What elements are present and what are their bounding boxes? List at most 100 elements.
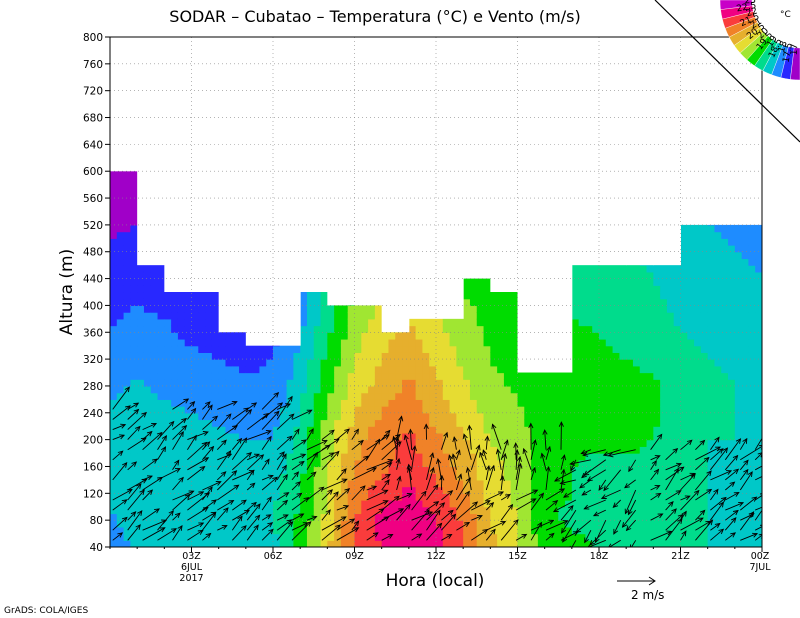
temperature-cell (374, 513, 383, 521)
temperature-cell (503, 412, 512, 421)
temperature-cell (653, 325, 661, 333)
temperature-cell (293, 372, 301, 380)
temperature-cell (599, 312, 607, 320)
temperature-cell (340, 332, 349, 340)
temperature-cell (524, 432, 532, 441)
temperature-cell (252, 479, 261, 488)
temperature-cell (544, 540, 553, 547)
temperature-cell (320, 493, 328, 501)
temperature-cell (388, 520, 396, 528)
temperature-cell (177, 486, 186, 494)
temperature-cell (592, 540, 600, 547)
temperature-cell (592, 419, 600, 427)
temperature-cell (157, 332, 165, 340)
temperature-cell (123, 325, 131, 333)
temperature-cell (558, 372, 566, 380)
temperature-cell (252, 352, 261, 360)
temperature-cell (320, 338, 328, 347)
temperature-cell (279, 365, 288, 374)
temperature-cell (259, 506, 267, 515)
temperature-cell (707, 278, 716, 286)
temperature-cell (592, 406, 600, 414)
temperature-cell (116, 513, 125, 521)
temperature-cell (300, 520, 308, 528)
temperature-cell (449, 325, 457, 333)
temperature-cell (110, 399, 118, 407)
temperature-cell (429, 399, 437, 407)
temperature-cell (449, 372, 457, 380)
temperature-cell (497, 439, 505, 447)
temperature-cell (599, 459, 607, 468)
temperature-cell (639, 473, 648, 481)
temperature-cell (612, 419, 620, 427)
temperature-cell (551, 486, 559, 494)
temperature-cell (150, 352, 159, 360)
temperature-cell (463, 473, 471, 481)
temperature-cell (476, 500, 485, 508)
temperature-cell (164, 399, 172, 407)
temperature-cell (347, 533, 356, 541)
temperature-cell (626, 392, 634, 400)
temperature-cell (694, 265, 702, 273)
temperature-cell (123, 439, 131, 447)
temperature-cell (612, 486, 620, 494)
temperature-cell (395, 345, 403, 353)
temperature-cell (476, 520, 485, 528)
temperature-cell (510, 379, 519, 387)
temperature-cell (497, 486, 505, 494)
temperature-cell (232, 359, 240, 367)
temperature-cell (143, 292, 152, 300)
temperature-cell (157, 506, 165, 515)
temperature-cell (565, 513, 573, 521)
temperature-cell (306, 466, 315, 474)
temperature-cell (171, 506, 179, 515)
temperature-cell (300, 332, 308, 340)
temperature-cell (130, 486, 138, 494)
temperature-cell (666, 432, 675, 441)
temperature-cell (408, 432, 417, 441)
temperature-cell (286, 352, 294, 360)
temperature-cell (415, 406, 424, 414)
temperature-cell (150, 486, 159, 494)
temperature-cell (395, 338, 403, 347)
temperature-cell (524, 533, 532, 541)
temperature-cell (225, 446, 233, 454)
temperature-cell (137, 265, 145, 273)
temperature-cell (225, 406, 233, 414)
temperature-cell (694, 318, 702, 327)
temperature-cell (680, 419, 688, 427)
temperature-cell (408, 473, 417, 481)
temperature-cell (334, 540, 342, 547)
temperature-cell (660, 479, 668, 488)
temperature-cell (565, 439, 573, 447)
temperature-cell (592, 513, 600, 521)
temperature-cell (585, 459, 593, 468)
temperature-cell (660, 406, 668, 414)
temperature-cell (497, 352, 505, 360)
temperature-cell (334, 473, 342, 481)
temperature-cell (456, 392, 464, 400)
temperature-cell (110, 292, 118, 300)
temperature-cell (666, 406, 675, 414)
temperature-cell (646, 526, 654, 535)
temperature-cell (456, 338, 464, 347)
temperature-cell (381, 533, 390, 541)
temperature-cell (517, 392, 525, 400)
temperature-cell (653, 385, 661, 394)
temperature-cell (116, 218, 125, 226)
temperature-cell (130, 466, 138, 474)
temperature-cell (666, 312, 675, 320)
temperature-cell (402, 399, 410, 407)
temperature-cell (571, 345, 580, 353)
temperature-cell (130, 513, 138, 521)
temperature-cell (395, 533, 403, 541)
temperature-cell (585, 493, 593, 501)
temperature-cell (680, 224, 688, 233)
temperature-cell (300, 466, 308, 474)
temperature-cell (571, 278, 580, 286)
temperature-cell (252, 392, 261, 400)
temperature-cell (218, 379, 227, 387)
temperature-cell (191, 399, 199, 407)
temperature-cell (422, 392, 430, 400)
temperature-cell (632, 305, 641, 313)
